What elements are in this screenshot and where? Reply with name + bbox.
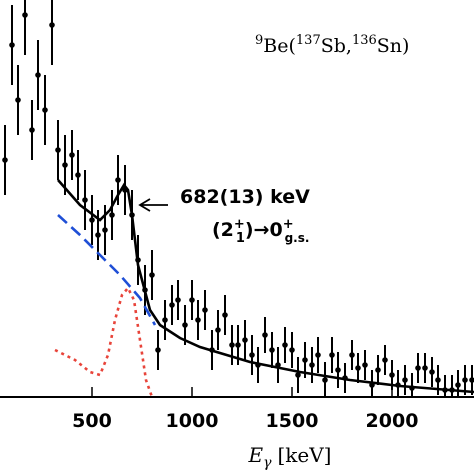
fit-curve [57, 179, 474, 394]
data-point [62, 162, 68, 168]
data-point [302, 357, 308, 363]
data-point [162, 317, 168, 323]
data-point [15, 97, 21, 103]
data-point [182, 322, 188, 328]
x-label-symbol: E [248, 443, 264, 467]
data-point [155, 347, 161, 353]
data-point [362, 362, 368, 368]
data-point [195, 317, 201, 323]
superscript: 137 [296, 33, 321, 48]
superscript: 9 [255, 33, 263, 48]
x-tick-label: 500 [72, 410, 112, 432]
data-point [389, 372, 395, 378]
data-point [55, 147, 61, 153]
transition-part: + [283, 217, 294, 232]
data-point [42, 107, 48, 113]
data-point [469, 377, 474, 383]
transition-part: + [234, 217, 245, 232]
data-point [355, 365, 361, 371]
data-point [295, 372, 301, 378]
data-point [429, 369, 435, 375]
data-point [9, 42, 15, 48]
reaction-text: Sb, [321, 35, 352, 57]
data-point [49, 22, 55, 28]
data-point [242, 337, 248, 343]
arrow [138, 198, 168, 212]
data-point [109, 212, 115, 218]
data-point [269, 347, 275, 353]
data-point [2, 157, 8, 163]
data-point [102, 227, 108, 233]
fit-curve [57, 214, 157, 326]
data-point [435, 377, 441, 383]
reaction-text: Be( [263, 35, 296, 57]
data-point [82, 197, 88, 203]
data-point [202, 307, 208, 313]
transition-part: 1 [236, 231, 245, 246]
data-point [262, 332, 268, 338]
x-label-subscript: γ [263, 455, 272, 471]
data-point [322, 377, 328, 383]
peak-label: 682(13) keV [180, 186, 310, 208]
x-tick-label: 2000 [366, 410, 419, 432]
data-point [289, 347, 295, 353]
data-point [335, 367, 341, 373]
data-point [455, 382, 461, 388]
data-point [175, 297, 181, 303]
transition-part: (2 [212, 219, 234, 241]
data-point [222, 312, 228, 318]
data-point [69, 152, 75, 158]
reaction-label: 9Be(137Sb,136Sn) [255, 33, 409, 57]
transition-part: )→0 [245, 219, 283, 241]
data-point [402, 377, 408, 383]
x-tick-label: 1500 [266, 410, 319, 432]
data-point [35, 72, 41, 78]
data-point [95, 232, 101, 238]
data-point [349, 352, 355, 358]
data-point [75, 172, 81, 178]
data-point [89, 217, 95, 223]
data-point [235, 342, 241, 348]
data-point [422, 365, 428, 371]
data-point [29, 127, 35, 133]
x-axis-label: Eγ [keV] [248, 443, 332, 471]
data-point [229, 342, 235, 348]
data-point [215, 327, 221, 333]
data-point [329, 352, 335, 358]
transition-part: g.s. [285, 231, 310, 245]
data-point [375, 367, 381, 373]
data-point [382, 357, 388, 363]
data-point [22, 12, 28, 18]
superscript: 136 [352, 33, 377, 48]
plot-area [2, 0, 474, 397]
data-point [282, 342, 288, 348]
transition-label: (2+ 1)→0+ g.s. [212, 217, 309, 246]
reaction-text: Sn) [377, 35, 410, 57]
fit-curve [54, 285, 154, 397]
data-point [115, 177, 121, 183]
data-point [315, 352, 321, 358]
x-tick-label: 1000 [166, 410, 219, 432]
data-point [149, 272, 155, 278]
data-point [169, 302, 175, 308]
data-point [415, 365, 421, 371]
data-point [249, 352, 255, 358]
x-label-unit: [keV] [277, 443, 331, 467]
data-point [309, 362, 315, 368]
data-point [189, 297, 195, 303]
data-point [462, 377, 468, 383]
